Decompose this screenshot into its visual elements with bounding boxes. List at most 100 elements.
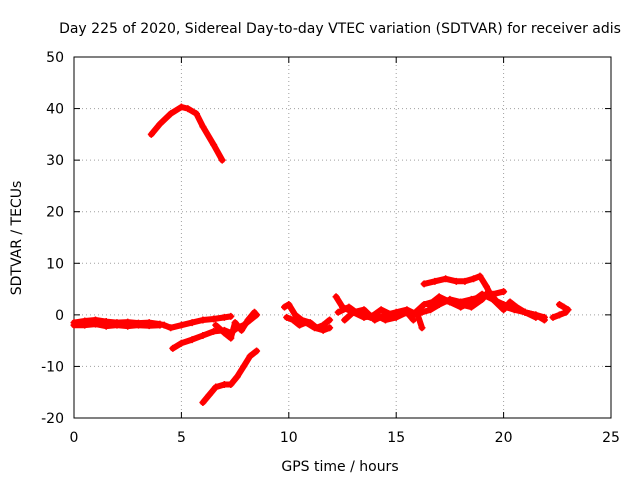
data-point	[540, 313, 548, 321]
data-point	[289, 316, 297, 324]
data-point	[302, 319, 310, 327]
data-point	[227, 312, 235, 320]
data-point	[326, 324, 334, 332]
data-point	[500, 288, 508, 296]
data-point	[446, 298, 454, 306]
data-point	[124, 322, 132, 330]
data-point	[427, 306, 435, 314]
x-tick-label: 0	[70, 430, 79, 446]
data-point	[392, 308, 400, 316]
grid	[74, 57, 611, 418]
data-point	[227, 334, 235, 342]
data-point	[102, 322, 110, 330]
data-point	[420, 280, 428, 288]
data-point	[435, 295, 443, 303]
data-point	[555, 301, 563, 309]
y-tick-label: 20	[46, 205, 64, 221]
data-point	[231, 319, 239, 327]
data-point	[500, 306, 508, 314]
data-point	[412, 308, 420, 316]
series-arc-16h-mid	[424, 290, 540, 321]
data-point	[220, 329, 228, 337]
chart-title: Day 225 of 2020, Sidereal Day-to-day VTE…	[59, 21, 621, 37]
data-point	[403, 306, 411, 314]
data-point	[291, 311, 299, 319]
data-point	[210, 327, 218, 335]
data-point	[345, 303, 353, 311]
data-point	[360, 306, 368, 314]
x-axis-label: GPS time / hours	[281, 459, 398, 475]
series-line	[148, 104, 226, 164]
data-point	[210, 141, 218, 149]
x-tick-label: 10	[280, 430, 298, 446]
data-point	[244, 316, 252, 324]
data-point	[489, 295, 497, 303]
y-tick-label: 10	[46, 256, 64, 272]
data-point	[326, 316, 334, 324]
data-point	[431, 277, 439, 285]
data-point	[240, 362, 248, 370]
data-point	[424, 301, 432, 309]
data-point	[418, 324, 426, 332]
data-point	[461, 277, 469, 285]
data-point	[177, 103, 185, 111]
data-point	[253, 347, 261, 355]
data-point	[381, 311, 389, 319]
data-point	[532, 313, 540, 321]
data-point	[442, 275, 450, 283]
data-point	[145, 322, 153, 330]
data-point	[212, 321, 220, 329]
data-point	[476, 272, 484, 280]
data-point	[205, 391, 213, 399]
series-arc-high	[147, 103, 226, 164]
data-point	[377, 306, 385, 314]
data-point	[332, 293, 340, 301]
data-series	[70, 103, 572, 407]
data-point	[238, 326, 246, 334]
data-point	[113, 321, 121, 329]
y-tick-label: -10	[41, 359, 64, 375]
data-point	[250, 308, 258, 316]
series-arc-22h	[549, 308, 570, 321]
y-tick-label: 30	[46, 153, 64, 169]
data-point	[233, 373, 241, 381]
data-point	[281, 303, 289, 311]
data-point	[169, 344, 177, 352]
data-point	[311, 324, 319, 332]
data-point	[549, 313, 557, 321]
data-point	[188, 319, 196, 327]
data-point	[285, 301, 293, 309]
data-point	[81, 321, 89, 329]
data-point	[192, 110, 200, 118]
data-point	[521, 308, 529, 316]
y-tick-label: -20	[41, 411, 64, 427]
data-point	[482, 282, 490, 290]
y-axis-label: SDTVAR / TECUs	[9, 181, 25, 296]
data-point	[334, 308, 342, 316]
data-point	[227, 380, 235, 388]
data-point	[188, 336, 196, 344]
data-point	[147, 130, 155, 138]
data-point	[457, 303, 465, 311]
data-point	[246, 352, 254, 360]
y-tick-label: 40	[46, 102, 64, 118]
data-point	[560, 303, 568, 311]
data-point	[199, 399, 207, 407]
data-point	[371, 316, 379, 324]
data-point	[177, 339, 185, 347]
data-point	[564, 306, 572, 314]
x-tick-label: 25	[602, 430, 620, 446]
data-point	[177, 321, 185, 329]
x-tick-label: 20	[495, 430, 513, 446]
data-point	[512, 303, 520, 311]
series-arc-low	[199, 347, 261, 407]
data-point	[167, 324, 175, 332]
data-point	[555, 311, 563, 319]
data-point	[296, 321, 304, 329]
data-point	[467, 298, 475, 306]
data-point	[452, 277, 460, 285]
series-arc-zigzag	[212, 308, 258, 342]
series-arc-22h-b	[555, 301, 572, 314]
data-point	[210, 315, 218, 323]
